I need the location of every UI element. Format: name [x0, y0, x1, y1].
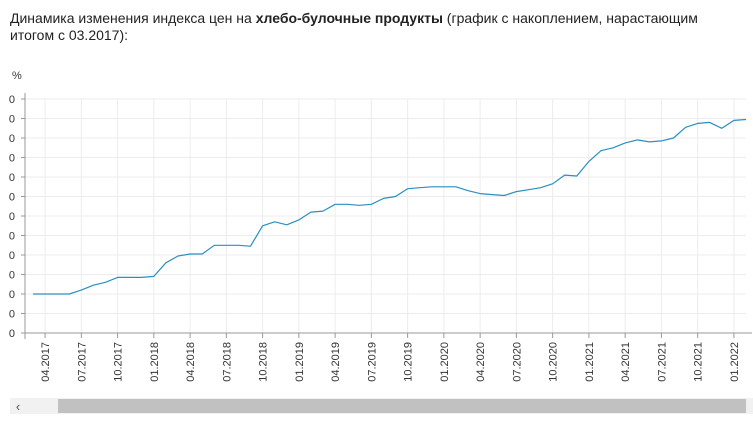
scroll-thumb[interactable] — [58, 399, 746, 413]
x-tick-label: 01.2022 — [729, 342, 741, 382]
x-tick-label: 07.2017 — [76, 342, 88, 382]
x-tick-label: 07.2020 — [511, 342, 523, 382]
x-tick-label: 04.2018 — [185, 342, 197, 382]
x-tick-label: 04.2021 — [620, 342, 632, 382]
x-tick-label: 04.2020 — [475, 342, 487, 382]
y-tick-label: 0 — [9, 133, 15, 145]
title-prefix: Динамика изменения индекса цен на — [10, 10, 256, 26]
x-tick-label: 01.2019 — [294, 342, 306, 382]
x-tick-label: 01.2018 — [149, 342, 161, 382]
x-tick-label: 10.2020 — [548, 342, 560, 382]
x-tick-label: 10.2021 — [693, 342, 705, 382]
y-tick-label: 0 — [9, 309, 15, 321]
y-tick-label: 0 — [9, 114, 15, 126]
y-tick-label: 0 — [9, 328, 15, 340]
y-tick-label: 0 — [9, 153, 15, 165]
horizontal-scrollbar[interactable]: ‹ — [10, 398, 753, 414]
title-suffix: (график с накоплением, нарастающим итого… — [10, 10, 698, 43]
y-axis-label: % — [12, 70, 22, 82]
x-tick-label: 10.2018 — [258, 342, 270, 382]
x-tick-label: 10.2017 — [113, 342, 125, 382]
y-tick-label: 0 — [9, 270, 15, 282]
x-tick-label: 07.2018 — [221, 342, 233, 382]
y-tick-label: 0 — [9, 211, 15, 223]
x-tick-label: 04.2017 — [40, 342, 52, 382]
x-tick-label: 04.2019 — [330, 342, 342, 382]
x-tick-label: 07.2021 — [656, 342, 668, 382]
y-tick-label: 0 — [9, 289, 15, 301]
scroll-left-arrow-icon[interactable]: ‹ — [15, 398, 21, 414]
y-tick-label: 0 — [9, 192, 15, 204]
x-tick-label: 07.2019 — [366, 342, 378, 382]
y-tick-label: 0 — [9, 231, 15, 243]
series-line — [33, 118, 747, 295]
y-tick-label: 0 — [9, 94, 15, 106]
x-tick-label: 01.2021 — [584, 342, 596, 382]
chart: % 0 0 0 0 0 0 0 0 0 0 0 0 0 04.2017 07.2017 10.2017 01.20… — [0, 62, 753, 396]
title-product: хлебо-булочные продукты — [255, 10, 443, 26]
x-tick-label: 01.2020 — [439, 342, 451, 382]
line-chart: % 0 0 0 0 0 0 0 0 0 0 0 0 0 04.2017 07.2017 10.2017 01.20… — [9, 70, 752, 382]
chart-title: Динамика изменения индекса цен на хлебо-… — [10, 10, 745, 44]
y-tick-label: 0 — [9, 172, 15, 184]
x-tick-label: 10.2019 — [403, 342, 415, 382]
y-tick-label: 0 — [9, 250, 15, 262]
